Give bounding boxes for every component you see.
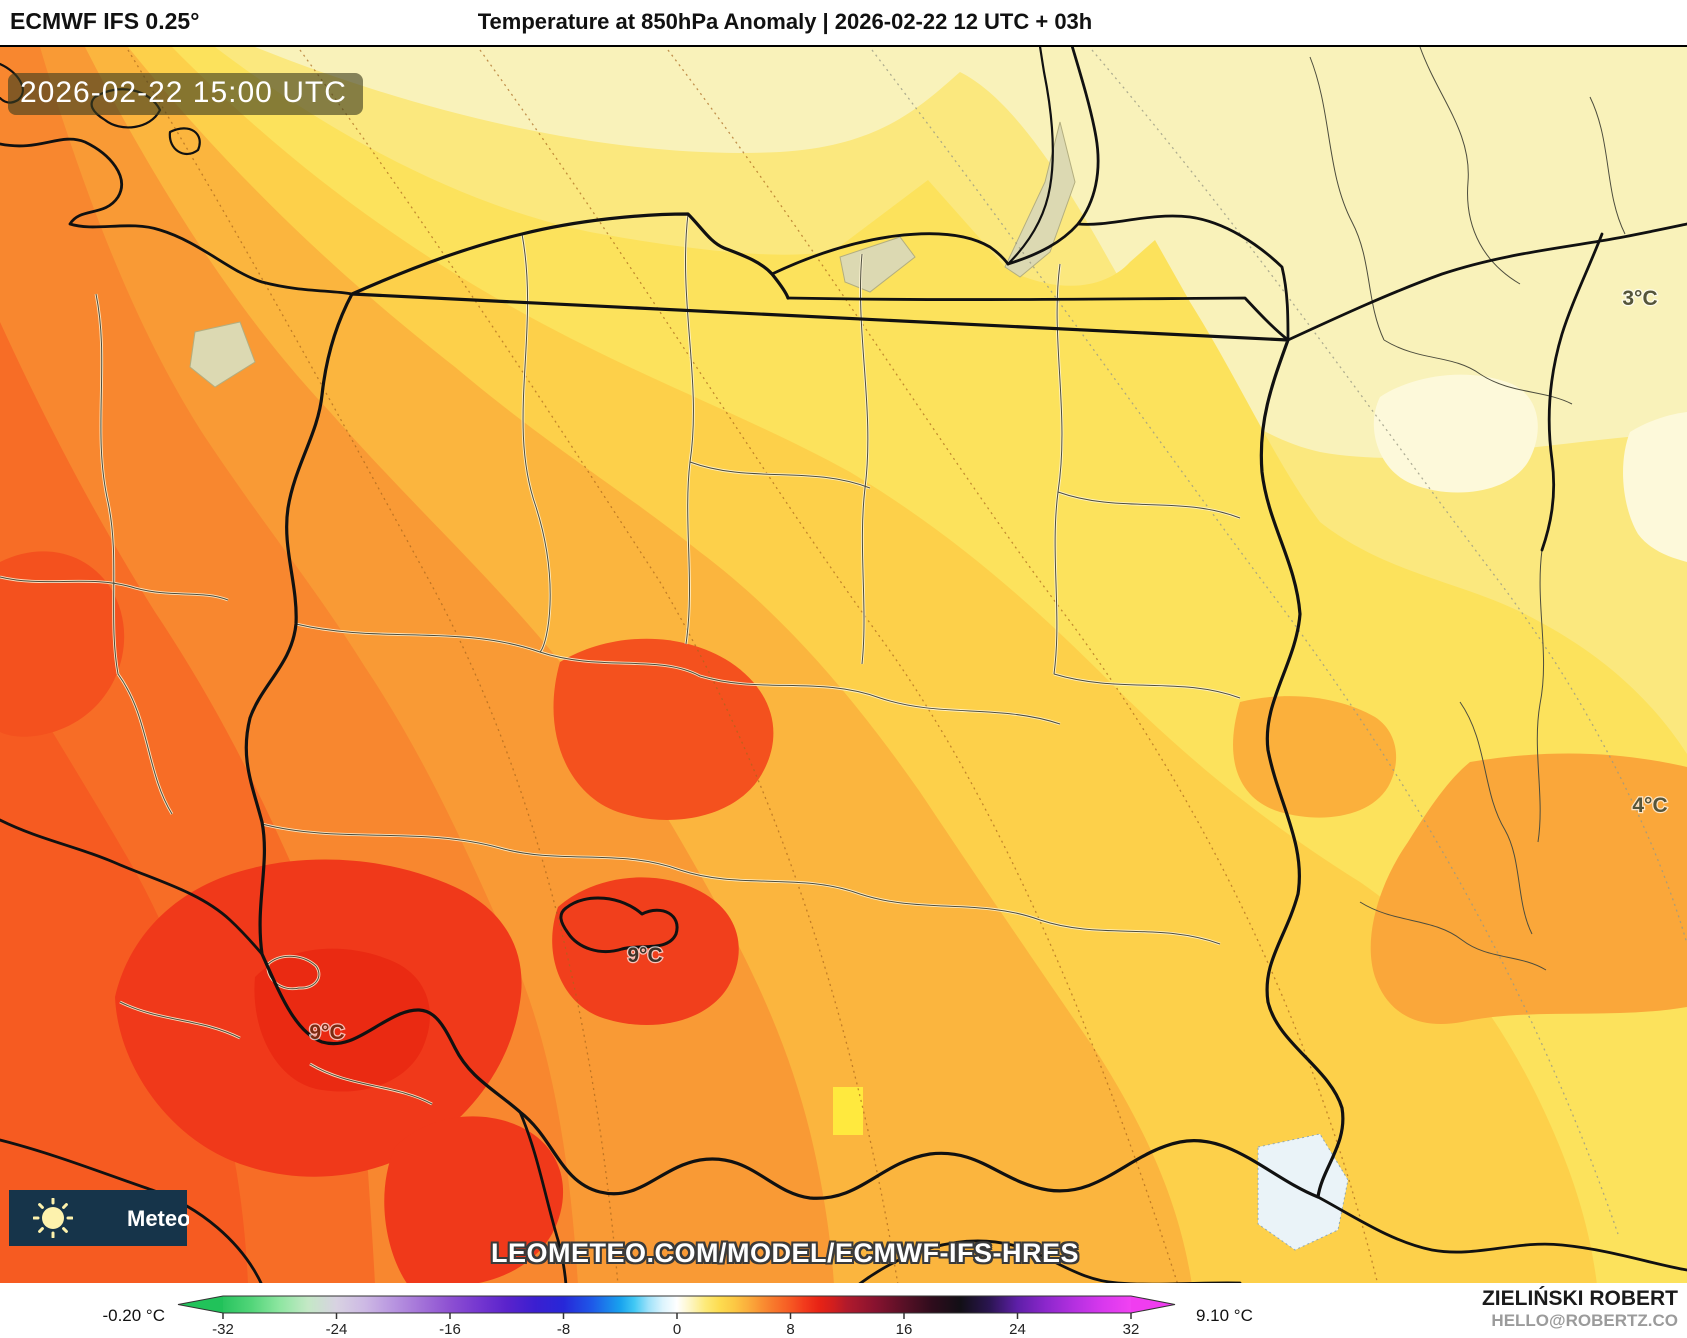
- belarus-border-south: [1540, 232, 1604, 552]
- red-patch-mid: [553, 638, 774, 820]
- colorbar-tick-label: 24: [1009, 1321, 1026, 1338]
- contour-blob: [559, 896, 679, 954]
- pale-patch-ne: [1373, 374, 1538, 493]
- red-patch-core: [254, 948, 430, 1092]
- colorbar-tick-label: 8: [786, 1321, 794, 1338]
- colorbar: -32 -24 -16 -8 0 8 16 24 32: [177, 1295, 1176, 1338]
- model-title: ECMWF IFS 0.25°: [10, 8, 200, 34]
- colorbar-tick-label: -24: [326, 1321, 348, 1338]
- map-temp-label: 9°C: [627, 944, 662, 967]
- weather-map: 3°C 4°C 9°C 9°C: [0, 45, 1687, 1285]
- lithuania-coast: [1076, 214, 1290, 342]
- map-temp-label: 9°C: [309, 1021, 344, 1044]
- colorbar-tick-label: 16: [896, 1321, 913, 1338]
- orange-patch-east: [1370, 753, 1687, 1025]
- map-temp-label: 4°C: [1632, 794, 1667, 817]
- german-coast: [0, 137, 354, 296]
- sun-icon: [33, 1198, 73, 1238]
- colorbar-gradient: [223, 1296, 1131, 1313]
- country-borders: [0, 47, 1687, 1285]
- orange-patch-east-2: [1233, 696, 1397, 818]
- red-patch-west: [0, 551, 125, 737]
- colorbar-tick-label: -16: [439, 1321, 461, 1338]
- colorbar-min-label: -0.20 °C: [102, 1306, 165, 1325]
- logo-text: Meteo: [127, 1206, 189, 1231]
- colorbar-tick-label: -32: [212, 1321, 234, 1338]
- red-patch-south: [552, 877, 739, 1026]
- author-contact: HELLO@ROBERTZ.CO: [1491, 1311, 1678, 1331]
- map-canvas: 3°C 4°C 9°C 9°C: [0, 47, 1687, 1285]
- colorbar-tick-label: 32: [1123, 1321, 1140, 1338]
- curonian-spit-outer: [1006, 47, 1100, 266]
- legend-bar: -32 -24 -16 -8 0 8 16 24 32 -0.20 °C 9.10 °C ZIE…: [0, 1283, 1687, 1338]
- bright-yellow-cell: [833, 1087, 863, 1135]
- lithuania-belarus-border: [1286, 222, 1687, 342]
- map-temp-labels: 3°C 4°C 9°C 9°C: [308, 286, 1669, 1046]
- curonian-spit-inner: [1006, 47, 1054, 266]
- colorbar-tick-label: -8: [557, 1321, 570, 1338]
- author-block: ZIELIŃSKI ROBERT HELLO@ROBERTZ.CO: [1482, 1286, 1678, 1332]
- lagoon-szczecin: [189, 321, 256, 388]
- colorbar-max-label: 9.10 °C: [1196, 1306, 1253, 1325]
- author-name: ZIELIŃSKI ROBERT: [1481, 1287, 1678, 1310]
- blue-patch-se: [1257, 1133, 1349, 1251]
- anomaly-patches: [0, 121, 1687, 1285]
- lagoon-vistula: [839, 236, 916, 293]
- kaliningrad-coast: [770, 232, 1010, 276]
- russia-poland-border: [786, 296, 1290, 342]
- colorbar-left-arrow: [178, 1296, 223, 1313]
- page-title: Temperature at 850hPa Anomaly | 2026-02-…: [477, 9, 1093, 34]
- colorbar-right-arrow: [1131, 1296, 1175, 1313]
- red-patch-bottom: [384, 1116, 564, 1285]
- colorbar-tick-label: 0: [673, 1321, 681, 1338]
- czech-slovakia-border: [518, 1110, 568, 1285]
- map-temp-label: 3°C: [1622, 287, 1657, 310]
- slovakia-ukraine-border: [1316, 1195, 1687, 1272]
- lagoon-curonian: [1004, 121, 1076, 278]
- leometeo-logo: Meteo: [9, 1190, 189, 1246]
- watermark: LEOMETEO.COM/MODEL/ECMWF-IFS-HRES: [491, 1238, 1079, 1268]
- pale-patch-east: [1623, 412, 1687, 562]
- timestamp-badge: 2026-02-22 15:00 UTC: [8, 73, 363, 115]
- czech-german-border: [0, 818, 264, 956]
